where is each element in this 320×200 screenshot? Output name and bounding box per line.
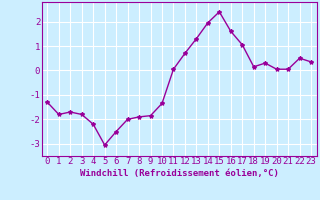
X-axis label: Windchill (Refroidissement éolien,°C): Windchill (Refroidissement éolien,°C) — [80, 169, 279, 178]
